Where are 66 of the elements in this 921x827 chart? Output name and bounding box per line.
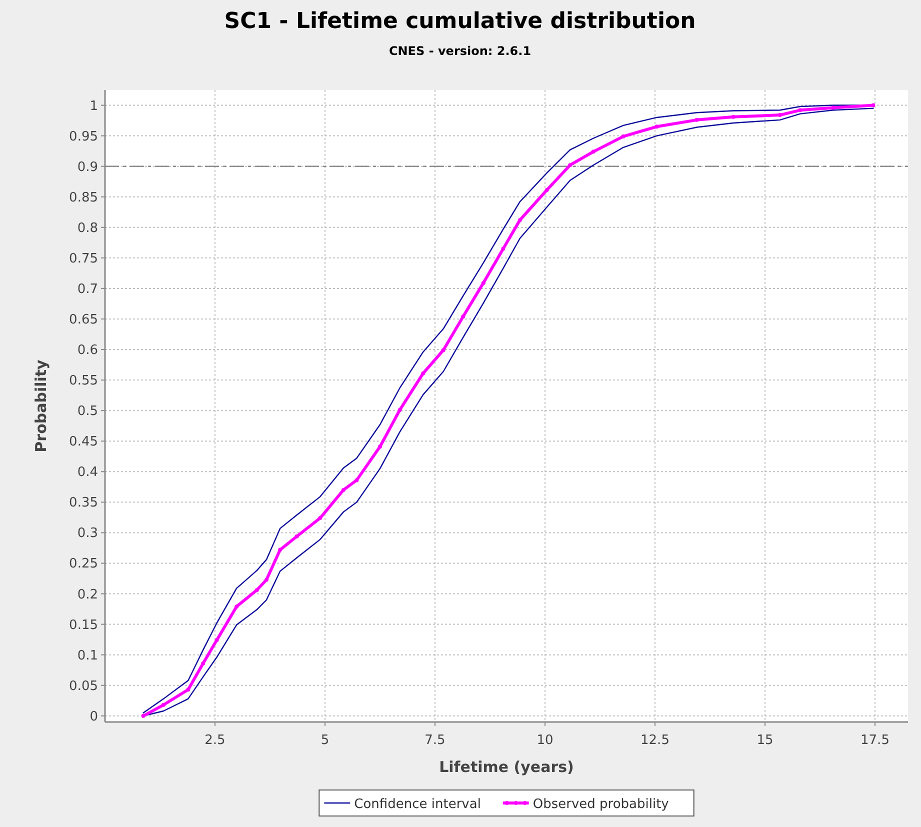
- point: [141, 714, 146, 718]
- y-tick-label: 1: [90, 98, 98, 114]
- x-tick-label: 12.5: [640, 733, 670, 748]
- legend-label: Confidence interval: [354, 797, 481, 812]
- y-tick-label: 0.65: [69, 312, 98, 328]
- point: [186, 688, 190, 692]
- y-tick-label: 0.15: [69, 618, 98, 633]
- point: [341, 488, 346, 492]
- point: [201, 661, 206, 666]
- point: [234, 604, 239, 609]
- point: [378, 444, 382, 449]
- y-tick-label: 0.6: [77, 343, 98, 358]
- point: [591, 150, 596, 154]
- y-tick-label: 0.75: [69, 251, 98, 266]
- y-tick-label: 0.55: [69, 374, 98, 389]
- y-tick-label: 0.1: [77, 648, 98, 664]
- x-axis-title: Lifetime (years): [439, 758, 574, 776]
- point: [731, 114, 736, 119]
- point: [294, 534, 299, 538]
- x-tick-label: 2.5: [204, 733, 226, 748]
- y-tick-label: 0.8: [77, 220, 98, 236]
- point: [214, 638, 219, 642]
- point: [544, 188, 549, 192]
- point: [694, 118, 699, 122]
- y-tick-label: 0.5: [77, 404, 98, 420]
- x-tick-label: 17.5: [860, 733, 890, 748]
- y-tick-label: 0.35: [69, 496, 98, 511]
- point: [831, 106, 836, 110]
- y-tick-label: 0.25: [69, 556, 98, 572]
- point: [421, 371, 426, 376]
- point: [871, 103, 876, 108]
- point: [441, 348, 446, 352]
- y-tick-label: 0.7: [77, 282, 98, 297]
- y-tick-label: 0.95: [69, 129, 98, 144]
- y-tick-label: 0.45: [69, 434, 98, 450]
- y-tick-label: 0.85: [69, 190, 98, 206]
- point: [778, 113, 782, 118]
- y-tick-label: 0.05: [69, 678, 98, 694]
- point: [318, 516, 322, 520]
- x-tick-label: 5: [320, 733, 330, 748]
- y-tick-label: 0.2: [77, 587, 98, 602]
- point: [264, 578, 268, 582]
- point: [461, 314, 466, 319]
- chart-title: SC1 - Lifetime cumulative distribution: [224, 9, 696, 34]
- y-tick-label: 0.9: [77, 160, 98, 175]
- point: [278, 548, 282, 552]
- point: [481, 280, 486, 285]
- point: [798, 108, 802, 112]
- point: [501, 246, 506, 251]
- point: [162, 702, 166, 707]
- point: [518, 218, 522, 222]
- point: [354, 478, 359, 482]
- y-tick-label: 0.3: [77, 526, 98, 542]
- x-tick-label: 10: [536, 733, 554, 748]
- point: [254, 588, 259, 592]
- y-tick-label: 0.4: [77, 465, 98, 480]
- point: [398, 408, 402, 412]
- y-axis-title: Probability: [32, 359, 50, 452]
- chart-subtitle: CNES - version: 2.6.1: [388, 44, 532, 58]
- y-tick-label: 0: [90, 709, 98, 724]
- x-tick-label: 15: [756, 733, 774, 748]
- point: [621, 134, 626, 138]
- legend-label: Observed probability: [532, 797, 670, 812]
- point: [654, 124, 659, 129]
- point: [568, 163, 572, 168]
- x-tick-label: 7.5: [424, 733, 446, 748]
